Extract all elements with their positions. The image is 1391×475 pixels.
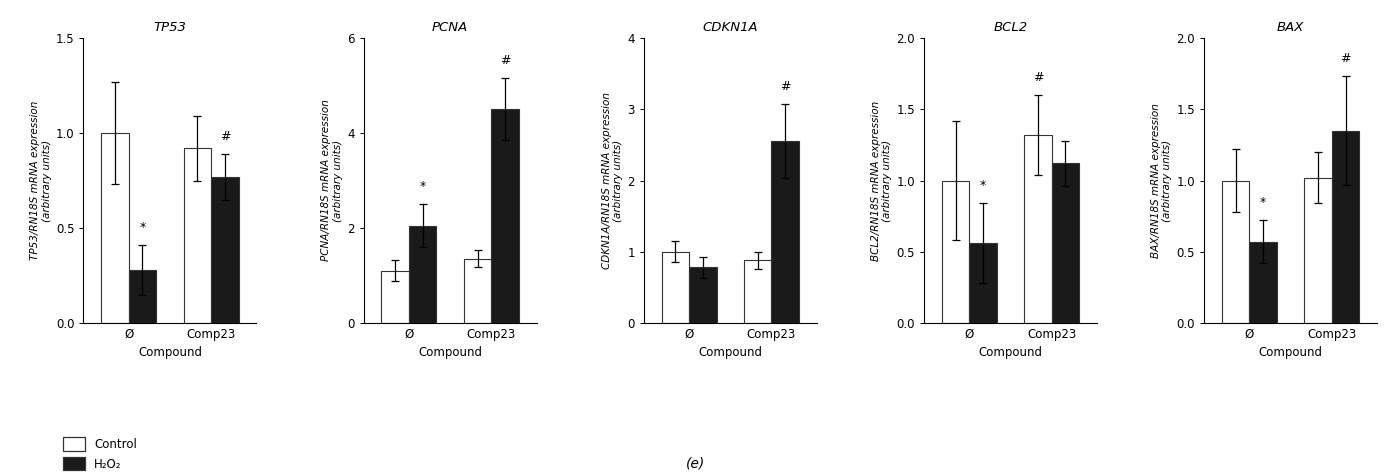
Bar bbox=[1024, 135, 1052, 323]
Title: BAX: BAX bbox=[1277, 21, 1305, 34]
Text: *: * bbox=[139, 221, 146, 234]
Title: PCNA: PCNA bbox=[433, 21, 469, 34]
X-axis label: Compound: Compound bbox=[419, 346, 483, 360]
Bar bbox=[1221, 180, 1249, 323]
Y-axis label: PCNA/RN18S mRNA expression
(arbitrary units): PCNA/RN18S mRNA expression (arbitrary un… bbox=[321, 100, 344, 261]
Bar bbox=[744, 260, 772, 323]
Bar bbox=[184, 148, 211, 323]
X-axis label: Compound: Compound bbox=[1259, 346, 1323, 360]
Text: #: # bbox=[499, 54, 510, 67]
Y-axis label: TP53/RN18S mRNA expression
(arbitrary units): TP53/RN18S mRNA expression (arbitrary un… bbox=[31, 101, 51, 260]
X-axis label: Compound: Compound bbox=[698, 346, 762, 360]
X-axis label: Compound: Compound bbox=[138, 346, 202, 360]
Text: *: * bbox=[979, 179, 986, 192]
X-axis label: Compound: Compound bbox=[978, 346, 1042, 360]
Text: #: # bbox=[780, 80, 790, 93]
Text: (e): (e) bbox=[686, 456, 705, 470]
Bar bbox=[1052, 163, 1079, 323]
Text: *: * bbox=[1260, 196, 1266, 209]
Legend: Control, H₂O₂: Control, H₂O₂ bbox=[64, 437, 136, 471]
Bar bbox=[689, 267, 716, 323]
Bar bbox=[772, 142, 798, 323]
Bar bbox=[211, 177, 239, 323]
Title: TP53: TP53 bbox=[153, 21, 186, 34]
Bar bbox=[491, 109, 519, 323]
Bar bbox=[970, 243, 997, 323]
Bar bbox=[1331, 131, 1359, 323]
Bar bbox=[409, 226, 437, 323]
Title: BCL2: BCL2 bbox=[993, 21, 1028, 34]
Y-axis label: CDKN1A/RN18S mRNA expression
(arbitrary units): CDKN1A/RN18S mRNA expression (arbitrary … bbox=[601, 92, 623, 269]
Bar bbox=[1305, 178, 1331, 323]
Bar bbox=[381, 271, 409, 323]
Bar bbox=[102, 133, 129, 323]
Bar bbox=[463, 259, 491, 323]
Bar bbox=[662, 252, 689, 323]
Y-axis label: BAX/RN18S mRNA expression
(arbitrary units): BAX/RN18S mRNA expression (arbitrary uni… bbox=[1150, 103, 1173, 258]
Text: #: # bbox=[220, 130, 230, 142]
Bar bbox=[1249, 242, 1277, 323]
Text: #: # bbox=[1032, 71, 1043, 84]
Y-axis label: BCL2/RN18S mRNA expression
(arbitrary units): BCL2/RN18S mRNA expression (arbitrary un… bbox=[871, 100, 892, 261]
Text: #: # bbox=[1341, 52, 1351, 65]
Bar bbox=[942, 180, 970, 323]
Bar bbox=[129, 270, 156, 323]
Title: CDKN1A: CDKN1A bbox=[702, 21, 758, 34]
Text: *: * bbox=[420, 180, 426, 193]
